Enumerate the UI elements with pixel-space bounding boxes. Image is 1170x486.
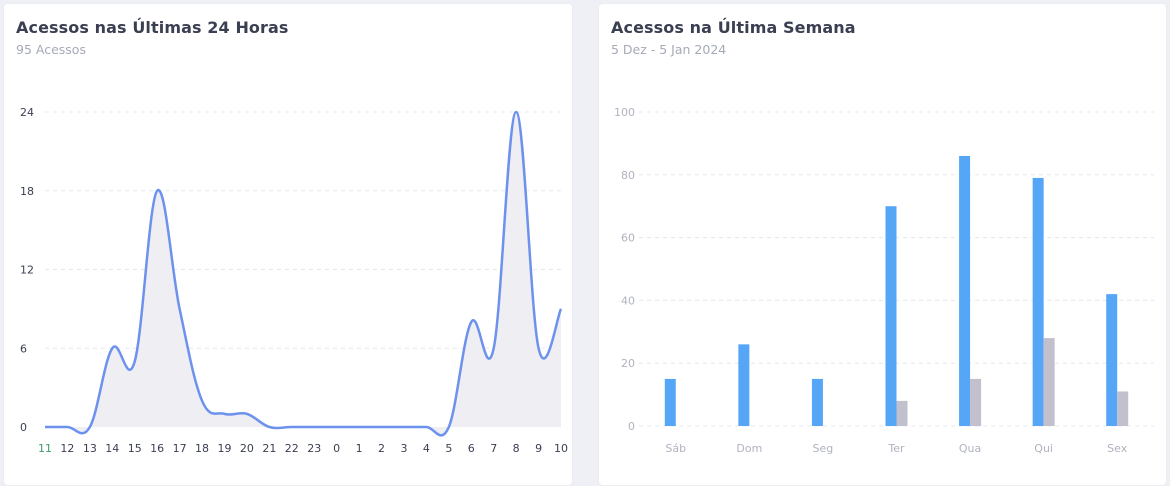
x-tick-label: 18	[195, 442, 209, 455]
x-tick-label: 14	[105, 442, 119, 455]
y-tick-label: 0	[20, 421, 27, 434]
x-tick-label: 11	[38, 442, 52, 455]
x-tick-label: 17	[173, 442, 187, 455]
x-tick-label: Sáb	[665, 442, 686, 455]
x-tick-label: 19	[217, 442, 231, 455]
x-tick-label: 2	[378, 442, 385, 455]
y-tick-label: 24	[20, 106, 34, 119]
x-tick-label: 15	[128, 442, 142, 455]
x-tick-label: 12	[60, 442, 74, 455]
bar-secondary	[1043, 338, 1055, 426]
x-tick-label: 4	[423, 442, 430, 455]
y-tick-label: 6	[20, 342, 27, 355]
x-tick-label: 9	[535, 442, 542, 455]
series-line	[45, 110, 563, 437]
bar-primary	[1032, 177, 1044, 426]
x-tick-label: 8	[513, 442, 520, 455]
hourly-chart-subtitle: 95 Acessos	[16, 42, 86, 57]
x-tick-label: Ter	[887, 442, 905, 455]
x-tick-label: Dom	[736, 442, 762, 455]
x-tick-label: 23	[307, 442, 321, 455]
weekly-bar-chart: 0 20 40 60 80 100 Sáb Dom Seg Ter Qua Qui Sex	[614, 106, 1154, 455]
bar-primary	[885, 206, 897, 426]
y-tick-label: 40	[621, 294, 635, 307]
x-tick-label: 6	[468, 442, 475, 455]
x-tick-label: Qui	[1034, 442, 1053, 455]
bar-primary	[811, 378, 823, 426]
x-tick-label: 5	[445, 442, 452, 455]
bar-secondary	[1117, 391, 1129, 426]
y-tick-label: 12	[20, 264, 34, 277]
x-tick-label: Sex	[1107, 442, 1128, 455]
x-tick-label: 22	[285, 442, 299, 455]
hourly-chart-title: Acessos nas Últimas 24 Horas	[16, 18, 289, 37]
x-tick-label: Seg	[813, 442, 834, 455]
x-tick-label: 16	[150, 442, 164, 455]
bar-secondary	[896, 400, 908, 426]
weekly-access-card: Acessos na Última Semana 5 Dez - 5 Jan 2…	[599, 4, 1166, 485]
bar-primary	[1106, 294, 1118, 426]
bar-secondary	[970, 378, 982, 426]
x-tick-label: 10	[554, 442, 568, 455]
x-tick-label: 13	[83, 442, 97, 455]
bar-primary	[738, 344, 750, 426]
x-tick-label: 21	[262, 442, 276, 455]
y-tick-label: 80	[621, 169, 635, 182]
y-tick-label: 20	[621, 357, 635, 370]
y-tick-label: 0	[628, 420, 635, 433]
bar-primary	[959, 155, 971, 426]
bar-primary	[664, 378, 676, 426]
x-tick-label: 7	[490, 442, 497, 455]
x-tick-label: 20	[240, 442, 254, 455]
series-area	[45, 112, 561, 436]
x-tick-label: Qua	[959, 442, 981, 455]
x-tick-label: 1	[356, 442, 363, 455]
weekly-chart-subtitle: 5 Dez - 5 Jan 2024	[611, 42, 727, 57]
y-tick-label: 18	[20, 185, 34, 198]
hourly-access-card: Acessos nas Últimas 24 Horas 95 Acessos …	[4, 4, 572, 485]
x-tick-label: 3	[400, 442, 407, 455]
x-tick-label: 0	[333, 442, 340, 455]
y-tick-label: 60	[621, 232, 635, 245]
y-tick-label: 100	[614, 106, 635, 119]
weekly-chart-title: Acessos na Última Semana	[611, 18, 856, 37]
